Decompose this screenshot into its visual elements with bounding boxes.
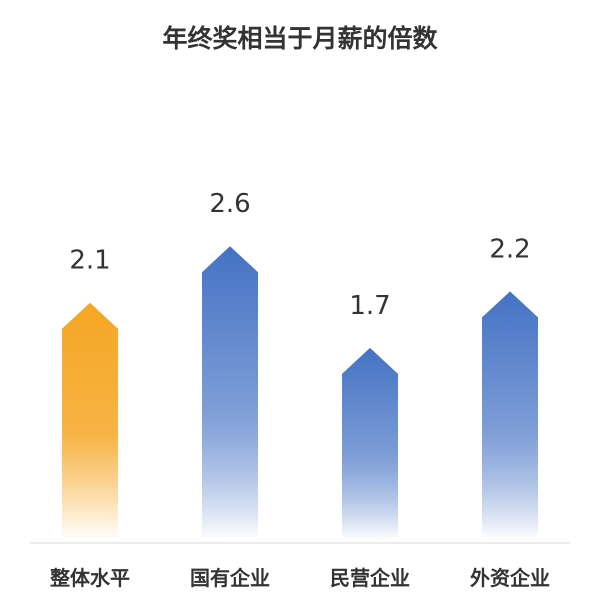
bar-3 bbox=[342, 347, 398, 540]
bar-1 bbox=[62, 302, 118, 540]
value-label-4: 2.2 bbox=[489, 234, 530, 264]
bars-group bbox=[62, 246, 538, 540]
value-labels-group: 2.1 2.6 1.7 2.2 bbox=[69, 189, 530, 321]
value-label-3: 1.7 bbox=[349, 291, 390, 321]
category-label-2: 国有企业 bbox=[190, 566, 270, 590]
bar-2 bbox=[202, 246, 258, 540]
category-label-3: 民营企业 bbox=[330, 566, 410, 590]
category-label-1: 整体水平 bbox=[49, 566, 130, 590]
category-labels-group: 整体水平 国有企业 民营企业 外资企业 bbox=[49, 566, 550, 590]
category-label-4: 外资企业 bbox=[470, 566, 550, 590]
chart-title: 年终奖相当于月薪的倍数 bbox=[162, 24, 438, 53]
bar-4 bbox=[482, 291, 538, 540]
value-label-1: 2.1 bbox=[69, 246, 110, 276]
value-label-2: 2.6 bbox=[209, 189, 250, 219]
